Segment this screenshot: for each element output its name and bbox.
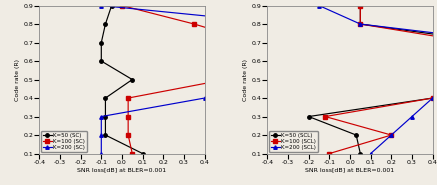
K=200 (SC) <box>284 23 290 25</box>
K=200 (SC) <box>99 152 104 155</box>
K=100 (SCL) <box>388 134 394 136</box>
K=200 (SCL) <box>409 115 415 118</box>
K=100 (SCL) <box>358 23 363 25</box>
K=200 (SCL) <box>430 97 435 99</box>
K=50 (SC) <box>103 115 108 118</box>
Line: K=100 (SCL): K=100 (SCL) <box>323 4 437 155</box>
K=100 (SC) <box>125 97 131 99</box>
K=50 (SC) <box>130 78 135 81</box>
X-axis label: SNR loss[dB] at BLER=0.001: SNR loss[dB] at BLER=0.001 <box>305 168 395 173</box>
Line: K=200 (SCL): K=200 (SCL) <box>317 4 437 155</box>
K=100 (SC) <box>243 60 249 62</box>
K=200 (SCL) <box>368 152 373 155</box>
K=50 (SC) <box>103 134 108 136</box>
K=200 (SCL) <box>358 23 363 25</box>
Legend: K=50 (SCL), K=100 (SCL), K=200 (SCL): K=50 (SCL), K=100 (SCL), K=200 (SCL) <box>269 131 319 152</box>
K=200 (SCL) <box>316 4 322 7</box>
K=50 (SCL) <box>430 97 435 99</box>
X-axis label: SNR loss[dB] at BLER=0.001: SNR loss[dB] at BLER=0.001 <box>77 168 166 173</box>
K=200 (SC) <box>99 134 104 136</box>
K=50 (SC) <box>103 23 108 25</box>
K=100 (SC) <box>125 115 131 118</box>
Y-axis label: Code rate (R): Code rate (R) <box>15 58 21 101</box>
K=50 (SC) <box>99 60 104 62</box>
K=100 (SC) <box>253 41 259 44</box>
K=200 (SC) <box>264 41 269 44</box>
K=100 (SC) <box>125 134 131 136</box>
K=100 (SCL) <box>358 4 363 7</box>
K=50 (SCL) <box>358 4 363 7</box>
K=200 (SC) <box>99 4 104 7</box>
K=50 (SCL) <box>358 23 363 25</box>
K=50 (SCL) <box>306 115 311 118</box>
K=50 (SC) <box>103 97 108 99</box>
Line: K=100 (SC): K=100 (SC) <box>120 4 258 155</box>
K=200 (SCL) <box>388 134 394 136</box>
Line: K=200 (SC): K=200 (SC) <box>100 4 289 155</box>
K=50 (SC) <box>99 41 104 44</box>
K=100 (SCL) <box>323 115 328 118</box>
K=50 (SCL) <box>354 134 359 136</box>
K=100 (SC) <box>222 78 228 81</box>
K=50 (SCL) <box>358 152 363 155</box>
K=200 (SC) <box>202 97 207 99</box>
K=200 (SC) <box>243 60 249 62</box>
K=100 (SC) <box>192 23 197 25</box>
K=200 (SC) <box>222 78 228 81</box>
Legend: K=50 (SC), K=100 (SC), K=200 (SC): K=50 (SC), K=100 (SC), K=200 (SC) <box>41 131 87 152</box>
Line: K=50 (SCL): K=50 (SCL) <box>307 4 437 155</box>
K=100 (SC) <box>119 4 125 7</box>
K=50 (SC) <box>140 152 145 155</box>
K=100 (SCL) <box>327 152 332 155</box>
K=200 (SC) <box>99 115 104 118</box>
K=50 (SC) <box>109 4 114 7</box>
Line: K=50 (SC): K=50 (SC) <box>100 4 144 155</box>
Y-axis label: Code rate (R): Code rate (R) <box>243 58 249 101</box>
K=100 (SC) <box>130 152 135 155</box>
K=100 (SCL) <box>430 97 435 99</box>
